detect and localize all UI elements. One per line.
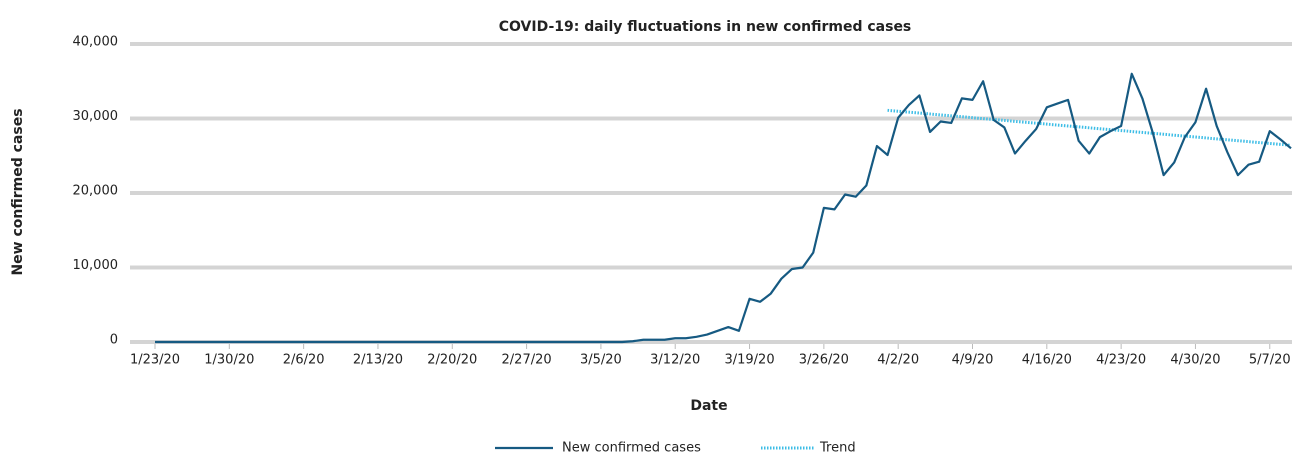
chart-title: COVID-19: daily fluctuations in new conf… (499, 19, 912, 35)
x-tick-label: 3/12/20 (650, 353, 700, 368)
x-tick-label: 4/16/20 (1022, 353, 1072, 368)
y-tick-label: 20,000 (73, 184, 119, 199)
series-line (155, 72, 1292, 344)
x-tick-label: 3/26/20 (799, 353, 849, 368)
x-tick-label: 2/27/20 (502, 353, 552, 368)
legend-label: New confirmed cases (562, 441, 701, 456)
y-tick-label: 10,000 (73, 258, 119, 273)
x-tick-label: 2/6/20 (283, 353, 325, 368)
x-tick-label: 3/5/20 (580, 353, 622, 368)
x-axis-label: Date (690, 398, 727, 414)
x-tick-label: 4/23/20 (1096, 353, 1146, 368)
x-tick-label: 3/19/20 (724, 353, 774, 368)
series-line (887, 108, 1292, 147)
y-axis-label: New confirmed cases (10, 108, 26, 275)
x-tick-label: 2/13/20 (353, 353, 403, 368)
x-tick-label: 2/20/20 (427, 353, 477, 368)
y-tick-label: 40,000 (73, 35, 119, 50)
legend-label: Trend (819, 441, 856, 456)
y-tick-label: 0 (110, 333, 118, 348)
y-tick-label: 30,000 (73, 109, 119, 124)
x-tick-label: 1/30/20 (204, 353, 254, 368)
x-tick-label: 4/9/20 (952, 353, 994, 368)
x-tick-label: 4/30/20 (1170, 353, 1220, 368)
x-tick-label: 1/23/20 (130, 353, 180, 368)
x-tick-label: 5/7/20 (1249, 353, 1291, 368)
x-tick-label: 4/2/20 (877, 353, 919, 368)
